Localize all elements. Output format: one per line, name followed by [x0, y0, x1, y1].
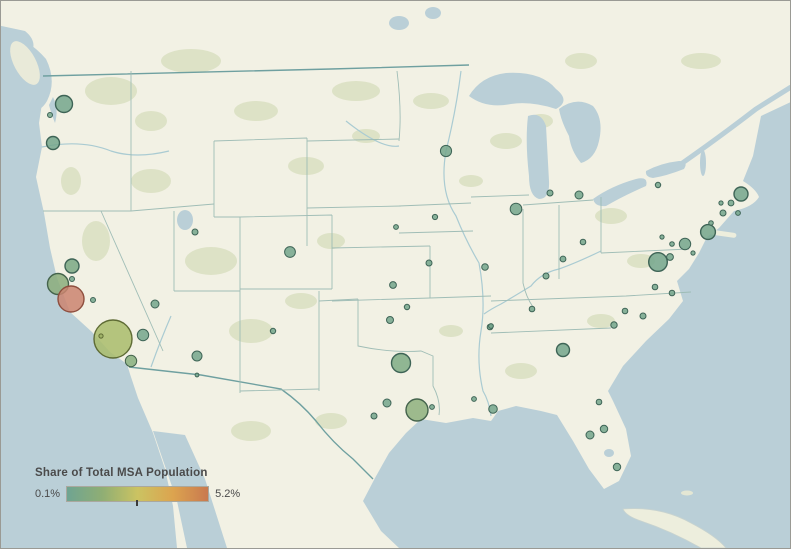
cuba [622, 508, 727, 548]
map-bubble[interactable] [585, 430, 595, 440]
bubble-layer [45, 94, 749, 472]
great-lakes [177, 7, 706, 457]
pacific-ocean [1, 25, 177, 548]
legend-min-label: 0.1% [35, 488, 61, 500]
map-bubble[interactable] [431, 213, 439, 221]
map-bubble[interactable] [708, 220, 714, 226]
map-bubble[interactable] [393, 224, 399, 230]
national-borders [42, 64, 470, 480]
map-bubble[interactable] [284, 246, 296, 258]
map-bubble[interactable] [93, 319, 133, 359]
map-bubble[interactable] [403, 303, 411, 311]
map-bubble[interactable] [621, 307, 629, 315]
map-bubble[interactable] [439, 144, 453, 158]
legend-max-label: 5.2% [215, 488, 241, 500]
vancouver-island [10, 41, 40, 85]
puget-inlet [49, 97, 57, 123]
map-bubble[interactable] [150, 299, 160, 309]
map-bubble[interactable] [659, 234, 665, 240]
map-bubble[interactable] [669, 241, 675, 247]
map-bubble[interactable] [90, 297, 96, 303]
map-bubble[interactable] [668, 289, 676, 297]
map-bubble[interactable] [546, 189, 554, 197]
map-bubble[interactable] [727, 199, 735, 207]
map-bubble[interactable] [639, 312, 647, 320]
map-bubble[interactable] [45, 135, 61, 151]
map-bubble[interactable] [719, 209, 727, 217]
map-bubble[interactable] [654, 181, 662, 189]
map-bubble[interactable] [735, 210, 741, 216]
map-bubble[interactable] [136, 328, 150, 342]
color-legend: Share of Total MSA Population 0.1% 5.2% [35, 467, 241, 506]
atlantic-gulf-ocean [363, 102, 790, 548]
map-bubble[interactable] [124, 354, 138, 368]
map-bubble[interactable] [651, 283, 659, 291]
map-bubble[interactable] [488, 323, 494, 329]
map-bubble[interactable] [405, 398, 429, 422]
map-bubble[interactable] [54, 94, 74, 114]
map-bubble[interactable] [69, 276, 75, 282]
bahamas [681, 490, 693, 496]
map-bubble[interactable] [678, 237, 692, 251]
map-bubble[interactable] [488, 404, 498, 414]
map-bubble[interactable] [389, 281, 397, 289]
map-bubble[interactable] [194, 372, 200, 378]
map-bubble[interactable] [690, 250, 696, 256]
map-bubble[interactable] [191, 228, 199, 236]
map-bubble[interactable] [481, 263, 489, 271]
map-bubble[interactable] [599, 424, 609, 434]
legend-tick-mark [136, 500, 139, 506]
map-bubble[interactable] [555, 342, 571, 358]
map-bubble[interactable] [386, 316, 394, 324]
map-bubble[interactable] [382, 398, 392, 408]
map-bubble[interactable] [98, 333, 104, 339]
map-bubble[interactable] [390, 352, 412, 374]
map-bubble[interactable] [579, 238, 587, 246]
map-bubble[interactable] [528, 305, 536, 313]
map-bubble[interactable] [559, 255, 567, 263]
map-bubble[interactable] [471, 396, 477, 402]
map-bubble[interactable] [612, 462, 622, 472]
map-bubble[interactable] [370, 412, 378, 420]
map-bubble[interactable] [57, 285, 85, 313]
map-bubble[interactable] [648, 251, 669, 272]
map-bubble[interactable] [542, 272, 550, 280]
map-bubble[interactable] [574, 190, 584, 200]
map-bubble[interactable] [610, 321, 618, 329]
map-bubble[interactable] [509, 202, 523, 216]
map-bubble[interactable] [429, 404, 435, 410]
map-bubble[interactable] [191, 350, 203, 362]
map-bubble[interactable] [666, 253, 674, 261]
legend-title: Share of Total MSA Population [35, 467, 208, 479]
map-bubble[interactable] [47, 112, 53, 118]
map-bubble[interactable] [718, 200, 724, 206]
map-bubble[interactable] [733, 186, 749, 202]
map-bubble[interactable] [64, 258, 80, 274]
map-bubble[interactable] [595, 398, 603, 406]
map-bubble[interactable] [269, 327, 277, 335]
map-bubble[interactable] [699, 223, 717, 241]
map-bubble[interactable] [425, 259, 433, 267]
st-lawrence-river [679, 84, 790, 167]
